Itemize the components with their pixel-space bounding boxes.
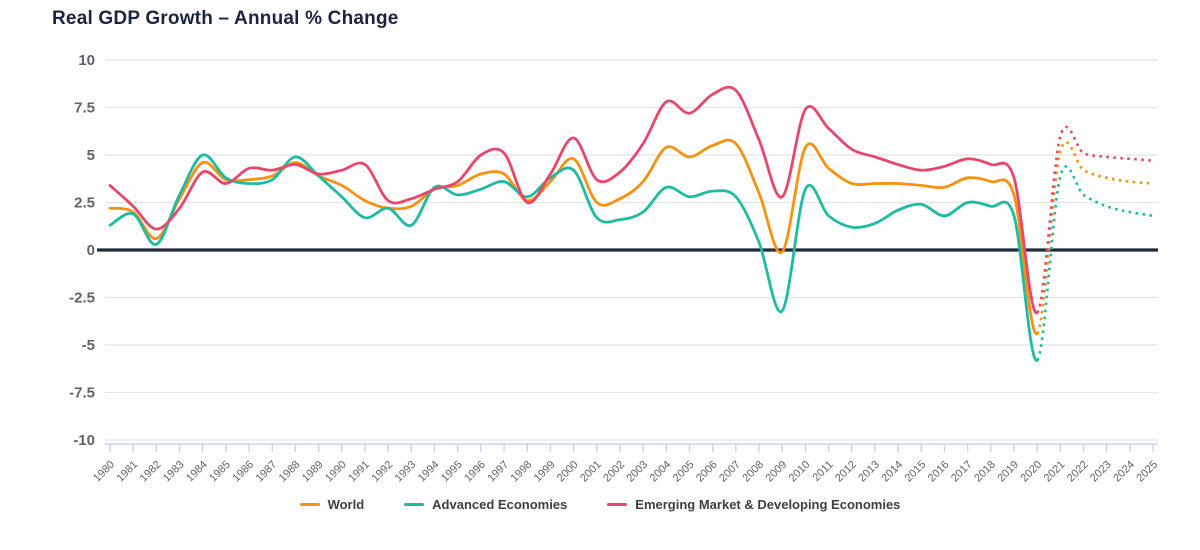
x-axis-year-label: 2024: [1111, 459, 1137, 485]
legend-label-advanced-economies: Advanced Economies: [432, 497, 568, 512]
x-axis-year-label: 1983: [161, 459, 187, 485]
world-forecast-dotted-line[interactable]: [1036, 140, 1154, 335]
x-axis-year-label: 1985: [207, 459, 233, 485]
x-axis-year-label: 2003: [624, 459, 650, 485]
x-axis-year-label: 1995: [439, 459, 465, 485]
y-axis-tick-label: 7.5: [74, 100, 95, 117]
x-axis-year-label: 2017: [949, 459, 975, 485]
x-axis-year-label: 1986: [230, 459, 256, 485]
x-axis-year-label: 1994: [416, 459, 442, 485]
y-axis-tick-label: -7.5: [69, 385, 95, 402]
x-axis-year-label: 1991: [346, 459, 372, 485]
x-axis-year-label: 2022: [1065, 459, 1091, 485]
x-axis-year-label: 2018: [972, 459, 998, 485]
advanced-economies-forecast-dotted-line[interactable]: [1036, 165, 1154, 362]
x-axis-year-label: 2019: [995, 459, 1021, 485]
x-axis-year-label: 1996: [462, 459, 488, 485]
x-axis-year-label: 2008: [740, 459, 766, 485]
legend-item-advanced-economies[interactable]: Advanced Economies: [404, 497, 567, 512]
x-axis-year-label: 2000: [555, 459, 581, 485]
x-axis-year-label: 1987: [254, 459, 280, 485]
emde-line-swatch: [607, 503, 628, 506]
chart-title: Real GDP Growth – Annual % Change: [52, 8, 399, 29]
x-axis-year-label: 1989: [300, 459, 326, 485]
legend-label-emde: Emerging Market & Developing Economies: [635, 497, 901, 512]
x-axis-year-label: 2021: [1042, 459, 1068, 485]
advanced-economies-line-swatch: [404, 503, 425, 506]
x-axis-year-label: 1993: [393, 459, 419, 485]
legend-item-emde[interactable]: Emerging Market & Developing Economies: [607, 497, 900, 512]
x-axis-year-label: 1988: [277, 459, 303, 485]
y-axis-tick-label: 2.5: [74, 195, 95, 212]
y-axis-tick-label: -10: [73, 432, 95, 449]
x-axis-year-label: 2001: [578, 459, 604, 485]
legend-label-world: World: [327, 497, 365, 512]
x-axis-year-label: 1999: [532, 459, 558, 485]
x-axis-year-label: 1984: [184, 459, 210, 485]
x-axis-year-label: 1998: [509, 459, 535, 485]
advanced-economies-line[interactable]: [108, 153, 1039, 362]
x-axis-year-label: 1997: [485, 459, 511, 485]
x-axis-year-label: 2010: [787, 459, 813, 485]
x-axis-year-label: 2023: [1088, 459, 1114, 485]
x-axis-year-label: 1980: [91, 459, 117, 485]
x-axis-year-label: 1981: [115, 459, 141, 485]
x-axis-year-label: 2012: [833, 459, 859, 485]
world-line-swatch: [299, 503, 320, 506]
x-axis-year-label: 2005: [671, 459, 697, 485]
y-axis-tick-label: 5: [87, 147, 95, 164]
legend-item-world[interactable]: World: [299, 497, 365, 512]
x-axis-year-label: 2006: [694, 459, 720, 485]
x-axis-year-label: 1982: [138, 459, 164, 485]
gdp-growth-line-chart[interactable]: 107.552.50-2.5-5-7.5-1019801981198219831…: [0, 0, 1200, 495]
x-axis-year-label: 2002: [601, 459, 627, 485]
x-axis-year-label: 2013: [856, 459, 882, 485]
x-axis-year-label: 2004: [648, 459, 674, 485]
x-axis-year-label: 2025: [1134, 459, 1160, 485]
emde-line[interactable]: [108, 85, 1039, 315]
x-axis-year-label: 2014: [879, 459, 905, 485]
y-axis-tick-label: 0: [87, 242, 95, 259]
chart-legend: World Advanced Economies Emerging Market…: [0, 497, 1200, 512]
x-axis-year-label: 2020: [1019, 459, 1045, 485]
x-axis-year-label: 1990: [323, 459, 349, 485]
y-axis-tick-label: -5: [82, 337, 95, 354]
x-axis-year-label: 1992: [369, 459, 395, 485]
x-axis-year-label: 2011: [810, 459, 835, 484]
world-line[interactable]: [108, 138, 1039, 336]
x-axis-year-label: 2016: [926, 459, 952, 485]
x-axis-year-label: 2009: [764, 459, 790, 485]
x-axis-year-label: 2007: [717, 459, 743, 485]
y-axis-tick-label: 10: [78, 52, 95, 69]
y-axis-tick-label: -2.5: [69, 290, 95, 307]
x-axis-year-label: 2015: [903, 459, 929, 485]
